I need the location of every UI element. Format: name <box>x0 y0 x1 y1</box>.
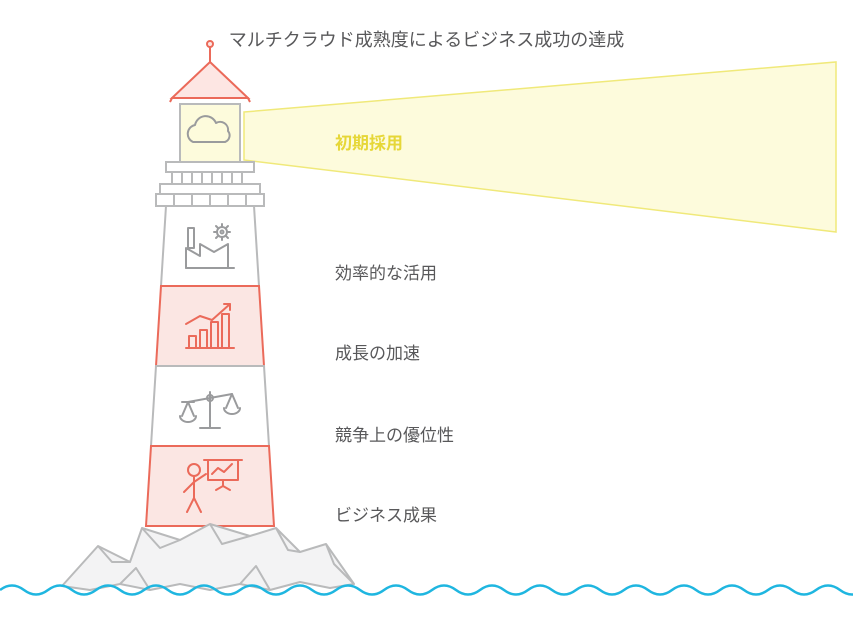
gallery-deck <box>156 162 264 206</box>
lighthouse-roof <box>170 41 250 102</box>
water-waves <box>0 586 853 595</box>
segment-label-4: ビジネス成果 <box>335 501 437 526</box>
beam-label: 初期採用 <box>335 129 403 154</box>
infographic-stage: マルチクラウド成熟度によるビジネス成功の達成 <box>0 0 853 632</box>
lighthouse-scene <box>0 0 853 632</box>
tower-seg-1 <box>161 206 259 286</box>
light-beam <box>244 62 836 232</box>
rocks <box>62 524 354 590</box>
segment-label-2: 成長の加速 <box>335 339 420 364</box>
segment-label-1: 効率的な活用 <box>335 259 437 284</box>
segment-label-3: 競争上の優位性 <box>335 421 454 446</box>
tower-seg-4 <box>146 446 274 526</box>
lantern-room <box>180 104 240 162</box>
